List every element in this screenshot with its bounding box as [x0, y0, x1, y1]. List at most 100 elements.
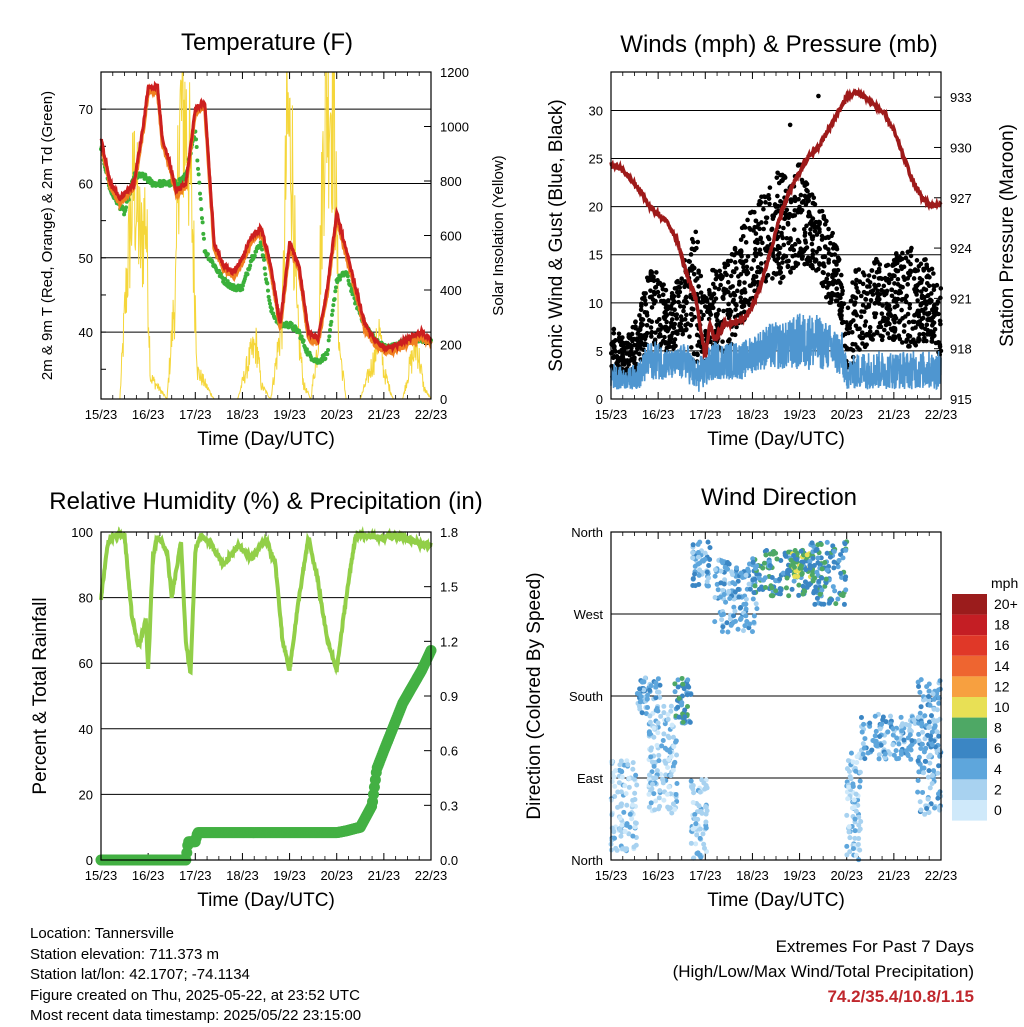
gust-point	[788, 269, 793, 274]
direction-point	[816, 578, 822, 584]
gust-point	[919, 322, 925, 328]
x-tick-label: 15/23	[595, 868, 628, 883]
direction-point	[761, 560, 767, 566]
direction-point	[651, 725, 657, 731]
y-tick-label: 60	[79, 176, 93, 191]
direction-point	[747, 586, 753, 592]
gust-point	[727, 337, 732, 342]
gust-point	[738, 295, 743, 300]
gust-point	[917, 332, 922, 337]
direction-point	[613, 845, 619, 851]
direction-point	[852, 835, 858, 841]
gust-point	[825, 272, 831, 277]
gust-point	[718, 282, 723, 288]
dewpoint-point	[219, 271, 224, 276]
direction-point	[845, 758, 851, 764]
gust-point	[613, 337, 618, 343]
y-right-tick-label: 933	[950, 90, 972, 105]
gust-point	[929, 339, 935, 344]
gust-point	[797, 250, 802, 255]
gust-point	[755, 240, 760, 246]
y-axis-label: Sonic Wind & Gust (Blue, Black)	[546, 99, 567, 371]
gust-point	[889, 293, 895, 299]
direction-point	[702, 550, 708, 556]
gust-point	[683, 294, 689, 300]
direction-point	[835, 564, 841, 570]
direction-point	[791, 552, 797, 558]
direction-point	[618, 789, 624, 795]
direction-point	[936, 700, 942, 706]
gust-point	[806, 209, 812, 215]
gust-point	[793, 260, 799, 266]
direction-point	[659, 743, 665, 749]
gust-point	[791, 265, 797, 271]
direction-point	[898, 714, 904, 720]
direction-point	[921, 770, 927, 776]
direction-point	[929, 742, 935, 748]
direction-point	[611, 829, 617, 835]
dewpoint-point	[245, 272, 250, 277]
direction-point	[630, 802, 636, 808]
gust-point	[695, 239, 701, 245]
direction-point	[843, 547, 849, 553]
direction-point	[813, 584, 819, 590]
dewpoint-point	[330, 312, 334, 317]
gust-point	[813, 268, 819, 273]
gust-point	[623, 368, 628, 374]
gust-point	[884, 288, 890, 294]
gust-point	[852, 300, 858, 305]
x-tick-label: 15/23	[85, 407, 118, 422]
gust-point	[662, 334, 667, 340]
direction-point	[672, 759, 678, 765]
direction-point	[918, 746, 924, 752]
dewpoint-point	[248, 263, 253, 268]
chart-title: Winds (mph) & Pressure (mb)	[620, 31, 937, 58]
direction-point	[697, 789, 703, 795]
gust-point	[775, 193, 780, 199]
direction-point	[625, 762, 631, 768]
direction-point	[930, 691, 936, 697]
gust-point	[707, 309, 713, 315]
gust-point	[643, 301, 649, 307]
gust-point	[765, 244, 770, 249]
x-tick-label: 16/23	[642, 407, 675, 422]
dewpoint-point	[301, 338, 306, 343]
gust-point	[796, 196, 801, 202]
direction-point	[934, 729, 940, 735]
gust-point	[672, 337, 678, 342]
direction-point	[693, 841, 699, 847]
gust-point	[721, 308, 726, 314]
direction-point	[649, 786, 655, 792]
gust-point	[910, 326, 916, 331]
direction-point	[743, 601, 749, 607]
direction-point	[894, 735, 900, 741]
gust-point	[807, 231, 813, 237]
direction-point	[917, 689, 923, 695]
gust-point	[636, 328, 641, 334]
gust-point	[922, 298, 928, 304]
direction-point	[663, 760, 669, 766]
direction-point	[684, 692, 690, 698]
gust-point	[655, 289, 661, 295]
temp-2m-series	[99, 80, 432, 354]
gust-point	[915, 298, 920, 303]
gust-point	[914, 292, 919, 297]
direction-point	[703, 804, 709, 810]
direction-point	[916, 683, 922, 689]
y-axis-label: Percent & Total Rainfall	[30, 597, 51, 794]
gust-point	[762, 194, 768, 200]
x-tick-label: 15/23	[85, 868, 118, 883]
gust-point	[767, 201, 772, 207]
direction-point	[749, 629, 755, 635]
gust-point	[908, 261, 913, 267]
gust-point	[711, 291, 717, 297]
gust-point	[668, 324, 674, 329]
gust-point	[879, 337, 885, 343]
direction-point	[890, 742, 896, 748]
direction-point	[795, 573, 801, 579]
gust-point	[726, 301, 731, 307]
gust-point	[753, 253, 759, 259]
direction-point	[815, 542, 821, 548]
gust-point	[848, 298, 854, 304]
gust-point	[737, 248, 743, 254]
